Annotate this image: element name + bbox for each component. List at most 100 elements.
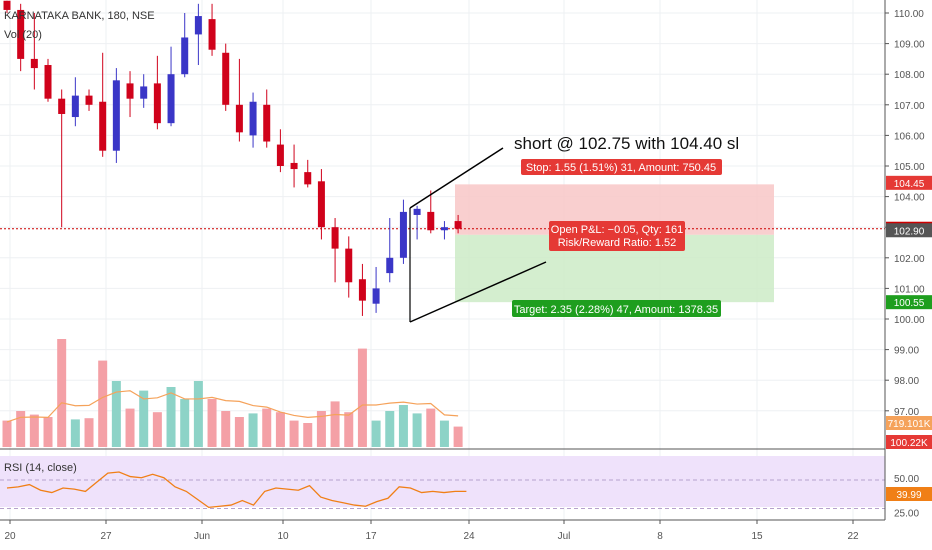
volume-bar: [316, 411, 326, 447]
candle-body: [126, 83, 134, 99]
volume-badge: [886, 416, 932, 430]
candle[interactable]: [440, 221, 448, 240]
candle-body: [153, 83, 161, 124]
candle[interactable]: [399, 199, 407, 264]
price-tick-label: 107.00: [894, 101, 925, 112]
volume-bar: [166, 387, 176, 447]
candle-body: [345, 248, 353, 283]
candle[interactable]: [153, 55, 161, 130]
channel-upper-line[interactable]: [409, 147, 504, 209]
trend-channel-drawings[interactable]: [409, 147, 547, 323]
target-label[interactable]: Target: 2.35 (2.28%) 47, Amount: 1378.35: [512, 300, 721, 317]
channel-lower-line[interactable]: [409, 261, 547, 323]
volume-bar: [221, 411, 231, 447]
price-tick-label: 106.00: [894, 131, 925, 142]
pnl-label[interactable]: Open P&L: −0.05, Qty: 161 Risk/Reward Ra…: [549, 221, 685, 251]
candle[interactable]: [235, 58, 243, 142]
candle[interactable]: [290, 144, 298, 188]
candle-body: [222, 52, 230, 105]
stop-label-text: Stop: 1.55 (1.51%) 31, Amount: 750.45: [526, 162, 716, 174]
volume-bar: [248, 413, 258, 447]
volume-bar: [70, 419, 80, 447]
candle-body: [235, 104, 243, 133]
candle-body: [454, 221, 462, 229]
candle-body: [317, 181, 325, 228]
volume-bar: [330, 401, 340, 447]
candle[interactable]: [30, 13, 38, 90]
candle[interactable]: [372, 266, 380, 313]
candle[interactable]: [112, 68, 120, 163]
position-zones[interactable]: [0, 184, 885, 303]
candle-body: [399, 211, 407, 258]
volume-bar: [453, 426, 463, 447]
volume-bar: [139, 390, 149, 447]
candle[interactable]: [99, 52, 107, 157]
candle[interactable]: [208, 3, 216, 56]
rsi-panel: [0, 471, 885, 509]
stop-label[interactable]: Stop: 1.55 (1.51%) 31, Amount: 750.45: [521, 159, 722, 175]
rsi-line: [6, 471, 467, 509]
candle[interactable]: [263, 89, 271, 148]
volume-badge-text: 100.22K: [890, 438, 928, 449]
candle[interactable]: [71, 77, 79, 127]
candle-body: [263, 104, 271, 142]
price-tick-label: 100.00: [894, 315, 925, 326]
time-tick-label: 20: [4, 531, 16, 542]
candle[interactable]: [194, 3, 202, 66]
candle-body: [304, 172, 312, 185]
price-badge: [886, 175, 932, 190]
candle[interactable]: [345, 236, 353, 298]
candle[interactable]: [17, 3, 25, 72]
volume-bar: [385, 411, 395, 447]
price-badge: [886, 295, 932, 310]
candle[interactable]: [413, 205, 421, 240]
candle[interactable]: [331, 218, 339, 283]
volume-bar: [180, 399, 190, 447]
time-tick-label: 17: [365, 531, 377, 542]
candle[interactable]: [427, 190, 435, 234]
candle[interactable]: [386, 218, 394, 283]
candle[interactable]: [222, 43, 230, 111]
candle[interactable]: [181, 13, 189, 78]
price-tick-label: 102.00: [894, 254, 925, 265]
candle[interactable]: [167, 46, 175, 127]
candle-body: [181, 37, 189, 75]
symbol-title: KARNATAKA BANK, 180, NSE: [4, 10, 155, 22]
rsi-label: RSI (14, close): [4, 462, 77, 474]
candle-body: [58, 98, 66, 114]
volume-bar: [412, 413, 422, 447]
candle[interactable]: [44, 58, 52, 102]
candle-body: [249, 101, 257, 136]
candle[interactable]: [276, 129, 284, 173]
volume-ma-line: [6, 390, 459, 423]
candle[interactable]: [126, 71, 134, 118]
time-tick-label: 27: [100, 531, 112, 542]
price-tick-label: 97.00: [894, 407, 919, 418]
rsi-tick-label: 50.00: [894, 474, 919, 485]
candle-body: [85, 95, 93, 105]
candle[interactable]: [304, 159, 312, 188]
candle[interactable]: [140, 74, 148, 108]
volume-bar: [303, 423, 313, 447]
volume-bar: [344, 412, 354, 447]
candle[interactable]: [3, 0, 11, 13]
trade-annotation[interactable]: short @ 102.75 with 104.40 sl: [514, 134, 739, 153]
volume-bar: [262, 408, 272, 447]
rsi-band: [0, 456, 885, 507]
volume-bar: [439, 420, 449, 447]
price-tick-label: 104.00: [894, 193, 925, 204]
candle[interactable]: [358, 263, 366, 316]
price-badge-text: 100.55: [894, 298, 925, 309]
candle-body: [44, 65, 52, 99]
volume-label: Vol (20): [4, 29, 42, 41]
candle[interactable]: [85, 89, 93, 111]
volume-bar: [84, 418, 94, 447]
candle[interactable]: [454, 214, 462, 234]
price-candles[interactable]: [3, 0, 462, 316]
candle[interactable]: [317, 169, 325, 240]
volume-badge-text: 719.101K: [888, 419, 931, 430]
volume-bar: [398, 405, 408, 447]
candle[interactable]: [249, 92, 257, 148]
candle[interactable]: [58, 89, 66, 228]
